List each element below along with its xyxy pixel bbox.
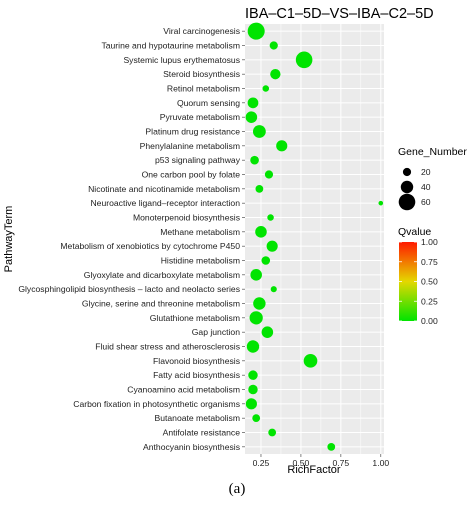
data-point [252, 414, 261, 423]
data-point [247, 97, 259, 109]
data-point [250, 269, 262, 281]
pathway-label: Flavonoid biosynthesis [153, 356, 240, 366]
data-point [261, 256, 271, 265]
pathway-label: Methane metabolism [160, 227, 240, 237]
y-axis-title: PathwayTerm [3, 206, 15, 273]
x-tick-label: 1.00 [372, 458, 389, 468]
size-legend-dot [402, 167, 412, 177]
color-legend-label: 0.25 [421, 296, 438, 306]
size-legend-title: Gene_Number [398, 146, 467, 158]
data-point [261, 326, 274, 338]
data-point [276, 140, 288, 152]
x-axis: 0.25 0.50 0.75 1.00 [253, 454, 389, 468]
data-point [252, 125, 266, 138]
pathway-label: Metabolism of xenobiotics by cytochrome … [60, 241, 240, 251]
pathway-label: Retinol metabolism [167, 84, 240, 94]
gridlines [245, 24, 384, 454]
color-legend-label: 1.00 [421, 237, 438, 247]
pathway-label: Neuroactive ligand–receptor interaction [90, 198, 240, 208]
pathway-label: One carbon pool by folate [142, 170, 241, 180]
data-points [245, 22, 384, 451]
color-legend: Qvalue 1.00 0.75 0.50 0.25 0.00 [398, 226, 438, 326]
data-point [248, 370, 258, 380]
size-legend-label: 40 [421, 182, 431, 192]
color-legend-label: 0.00 [421, 316, 438, 326]
pathway-label: Fatty acid biosynthesis [153, 370, 240, 380]
data-point [245, 111, 258, 123]
pathway-label: Gap junction [192, 327, 240, 337]
pathway-label: Nicotinate and nicotinamide metabolism [88, 184, 240, 194]
size-legend-dot [398, 193, 416, 211]
pathway-label: Steroid biosynthesis [163, 69, 240, 79]
pathway-label: Quorum sensing [177, 98, 240, 108]
color-legend-label: 0.50 [421, 277, 438, 287]
data-point [248, 384, 258, 395]
pathway-labels: Viral carcinogenesis Taurine and hypotaur… [18, 26, 245, 452]
data-point [270, 69, 281, 80]
pathway-label: Histidine metabolism [161, 256, 240, 266]
data-point [249, 311, 263, 325]
pathway-label: Carbon fixation in photosynthetic organi… [73, 399, 240, 409]
color-legend-label: 0.75 [421, 257, 438, 267]
pathway-label: Butanoate metabolism [154, 413, 240, 423]
data-point [295, 51, 313, 69]
pathway-label: Taurine and hypotaurine metabolism [101, 41, 240, 51]
pathway-label: Viral carcinogenesis [163, 26, 240, 36]
pathway-label: Phenylalanine metabolism [140, 141, 240, 151]
data-point [266, 240, 278, 252]
chart-title: IBA–C1–5D–VS–IBA–C2–5D [245, 6, 434, 22]
size-legend-label: 20 [421, 167, 431, 177]
pathway-label: Pyruvate metabolism [160, 112, 240, 122]
data-point [264, 170, 274, 179]
pathway-label: Platinum drug resistance [145, 127, 240, 137]
size-legend-dot [400, 180, 414, 194]
data-point [250, 155, 259, 165]
pathway-label: Systemic lupus erythematosus [123, 55, 240, 65]
data-point [327, 442, 336, 451]
x-tick-label: 0.25 [253, 458, 270, 468]
pathway-label: Glycine, serine and threonine metabolism [82, 299, 240, 309]
data-point [246, 340, 260, 353]
size-legend-label: 60 [421, 197, 431, 207]
x-axis-title: RichFactor [287, 464, 341, 476]
data-point [255, 226, 267, 238]
pathway-label: Monoterpenoid biosynthesis [133, 213, 240, 223]
data-point [269, 41, 278, 50]
size-legend: Gene_Number 20 40 60 [398, 146, 467, 211]
data-point [262, 85, 270, 92]
pathway-label: Cyanoamino acid metabolism [127, 385, 240, 395]
x-tick-label: 0.50 [293, 458, 310, 468]
pathway-label: Anthocyanin biosynthesis [143, 442, 240, 452]
pathway-label: p53 signaling pathway [155, 155, 241, 165]
x-tick-label: 0.75 [332, 458, 349, 468]
pathway-label: Glyoxylate and dicarboxylate metabolism [84, 270, 240, 280]
panel-label: (a) [228, 481, 246, 497]
data-point [303, 354, 318, 368]
data-point [378, 200, 384, 206]
data-point [270, 286, 277, 293]
data-point [247, 22, 265, 40]
data-point [267, 214, 274, 221]
data-point [253, 297, 266, 310]
color-legend-bar [399, 242, 417, 321]
pathway-label: Glycosphingolipid biosynthesis – lacto a… [18, 284, 240, 294]
data-point [255, 184, 264, 193]
color-legend-title: Qvalue [398, 226, 431, 238]
data-point [268, 428, 277, 437]
pathway-label: Fluid shear stress and atherosclerosis [95, 342, 240, 352]
pathway-label: Glutathione metabolism [150, 313, 240, 323]
pathway-label: Antifolate resistance [163, 428, 241, 438]
data-point [245, 398, 257, 410]
